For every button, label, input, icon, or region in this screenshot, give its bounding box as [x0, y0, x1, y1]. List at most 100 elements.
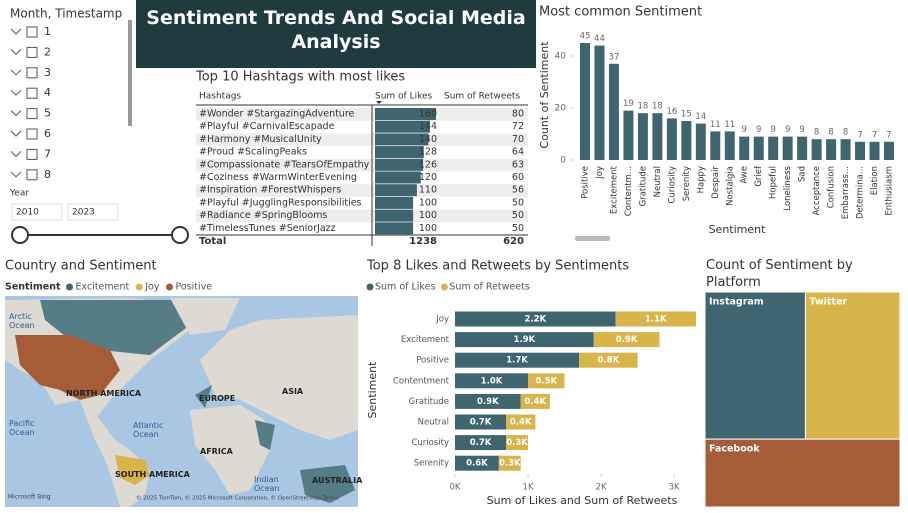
slicer-item: 3 — [44, 66, 51, 79]
treemap-tile[interactable] — [704, 291, 806, 440]
value-label: 15 — [681, 110, 692, 120]
legend-label[interactable]: Excitement — [76, 282, 130, 293]
bar-segment — [455, 435, 507, 451]
sort-arrow — [376, 101, 382, 104]
value-label: 37 — [609, 52, 620, 62]
legend-label[interactable]: Positive — [175, 282, 212, 293]
cell: #TimelessTunes #SeniorJazz — [199, 223, 336, 234]
value-label: 44 — [594, 34, 605, 44]
slicer-scrollbar[interactable] — [128, 20, 132, 126]
column-header: Hashtags — [199, 92, 241, 102]
chevron[interactable] — [10, 151, 22, 158]
legend-label[interactable]: Sum of Likes — [375, 282, 435, 293]
y-tick-label: Excitement — [401, 335, 450, 345]
legend-label[interactable]: Joy — [144, 282, 160, 293]
checkbox[interactable] — [26, 108, 38, 120]
x-tick-label: Grief — [754, 165, 764, 187]
x-tick-label: Contentm... — [624, 166, 634, 216]
value-label: 8 — [814, 128, 819, 138]
cell: 56 — [512, 185, 524, 196]
legend-dot[interactable] — [135, 283, 143, 291]
value-label: 1.1K — [645, 315, 667, 325]
legend-dot[interactable] — [66, 283, 73, 291]
checkbox[interactable] — [26, 148, 38, 160]
slicer-item: 6 — [44, 127, 51, 140]
cell: 60 — [512, 172, 524, 183]
treemap-tile[interactable] — [704, 438, 901, 508]
chevron[interactable] — [10, 130, 22, 137]
row-bg — [196, 108, 528, 121]
data-bar — [375, 209, 414, 222]
bar — [753, 136, 764, 160]
legend-dot[interactable] — [440, 283, 448, 291]
value-label: 0.3K — [499, 459, 521, 469]
year-box[interactable] — [11, 203, 63, 221]
total-cell: 1238 — [409, 236, 437, 247]
data-bar — [375, 158, 424, 171]
tile-label: Twitter — [809, 297, 847, 308]
bar — [811, 139, 822, 160]
legend-dot[interactable] — [165, 283, 173, 291]
checkbox[interactable] — [26, 26, 38, 38]
data-bar — [375, 222, 414, 235]
bar — [594, 45, 605, 160]
value-label: 16 — [666, 107, 677, 117]
y-tick-label: Positive — [416, 356, 449, 366]
bar-segment — [455, 332, 594, 348]
year-label: Year — [9, 189, 29, 199]
checkbox[interactable] — [26, 46, 38, 58]
map-label: EUROPE — [199, 394, 236, 403]
slicer-item: 1 — [44, 25, 51, 38]
legend-dot[interactable] — [366, 283, 374, 291]
checkbox[interactable] — [26, 87, 38, 99]
y-tick-label: Serenity — [414, 459, 449, 469]
bar — [869, 141, 880, 160]
y-axis-title: Count of Sentiment — [538, 41, 551, 149]
bar — [695, 123, 706, 160]
cell: 120 — [419, 172, 437, 183]
cell: #Inspiration #ForestWhispers — [199, 185, 341, 196]
chevron[interactable] — [10, 89, 22, 96]
land — [190, 405, 270, 495]
checkbox[interactable] — [26, 128, 38, 140]
slider-handle[interactable] — [171, 226, 189, 244]
bar-segment — [455, 373, 529, 389]
value-label: 7 — [872, 130, 877, 140]
bar — [826, 139, 837, 160]
checkbox[interactable] — [26, 67, 38, 79]
value-label: 45 — [580, 32, 591, 42]
value-label: 18 — [652, 102, 663, 112]
slider-handle[interactable] — [11, 226, 29, 244]
chart-scrollbar[interactable] — [575, 236, 610, 241]
map-area[interactable] — [5, 296, 358, 507]
x-tick-label: Awe — [740, 166, 750, 184]
region — [255, 420, 275, 450]
treemap-tile[interactable] — [804, 291, 901, 440]
bar-segment — [506, 414, 536, 430]
chevron[interactable] — [10, 49, 22, 56]
x-tick-label: Embarrass... — [841, 166, 851, 219]
y-tick-label: 40 — [555, 52, 567, 62]
bar — [782, 136, 793, 160]
legend-label[interactable]: Sum of Retweets — [449, 282, 529, 293]
bar — [681, 121, 692, 160]
bar-segment — [615, 311, 696, 327]
x-tick-label: 1K — [523, 483, 534, 493]
bar — [710, 131, 721, 160]
value-label: 0.4K — [510, 418, 532, 428]
year-box[interactable] — [67, 203, 119, 221]
chevron[interactable] — [10, 171, 22, 178]
chevron[interactable] — [10, 69, 22, 76]
total-cell: 620 — [503, 236, 524, 247]
row-bg — [196, 209, 528, 223]
cell: 50 — [512, 197, 524, 208]
cell: #Playful #JugglingResponsibilities — [199, 197, 362, 208]
x-tick-label: Determina... — [856, 166, 866, 219]
bar-segment — [579, 352, 638, 368]
checkbox[interactable] — [26, 169, 38, 181]
chevron[interactable] — [10, 28, 22, 35]
cell: 63 — [512, 159, 524, 170]
map-label: AFRICA — [200, 447, 233, 456]
chevron[interactable] — [10, 110, 22, 117]
data-bar — [375, 120, 430, 133]
